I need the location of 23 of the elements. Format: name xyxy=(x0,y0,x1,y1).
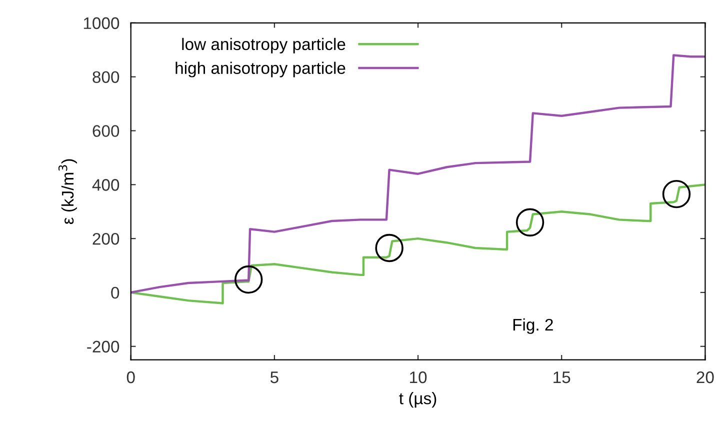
y-tick-label: 400 xyxy=(92,179,120,191)
y-tick-label: 800 xyxy=(92,71,120,84)
annotation: Fig. 2 xyxy=(513,318,553,334)
y-tick-label: 0 xyxy=(111,286,120,299)
point xyxy=(375,234,404,262)
x-tick-label: 15 xyxy=(554,372,570,384)
line-series xyxy=(130,184,706,304)
x-axis-title: t (µs) xyxy=(399,392,436,408)
line-series xyxy=(130,54,706,294)
y-tick-label: 1000 xyxy=(84,17,120,30)
point xyxy=(662,180,691,208)
x-tick-label: 10 xyxy=(410,371,427,384)
x-tick-label: 20 xyxy=(696,371,714,384)
y-tick-label: 600 xyxy=(92,125,120,137)
y-tick-label: 200 xyxy=(92,232,120,245)
legend-label: high anisotropy particle xyxy=(176,62,346,78)
point xyxy=(516,208,544,236)
legend-label: low anisotropy particle xyxy=(182,38,346,54)
x-tick-label: 5 xyxy=(270,372,278,384)
y-tick-label: -200 xyxy=(87,340,120,353)
x-tick-label: 0 xyxy=(126,371,135,384)
y-axis-title: ε (kJ/m$^{3}$) xyxy=(58,159,77,224)
point xyxy=(234,265,263,294)
